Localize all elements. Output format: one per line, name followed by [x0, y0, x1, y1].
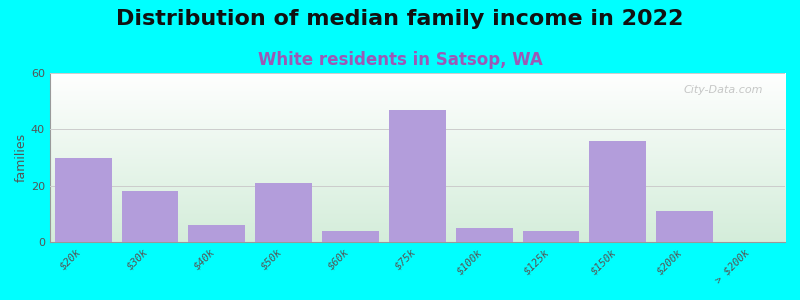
Text: Distribution of median family income in 2022: Distribution of median family income in …: [116, 9, 684, 29]
Bar: [189, 225, 246, 242]
Y-axis label: families: families: [15, 133, 28, 182]
Bar: [122, 191, 178, 242]
Text: City-Data.com: City-Data.com: [683, 85, 763, 95]
Bar: [389, 110, 446, 242]
Bar: [590, 141, 646, 242]
Bar: [522, 231, 579, 242]
Bar: [54, 158, 111, 242]
Bar: [656, 211, 713, 242]
Bar: [322, 231, 379, 242]
Bar: [456, 228, 513, 242]
Text: White residents in Satsop, WA: White residents in Satsop, WA: [258, 51, 542, 69]
Bar: [255, 183, 312, 242]
